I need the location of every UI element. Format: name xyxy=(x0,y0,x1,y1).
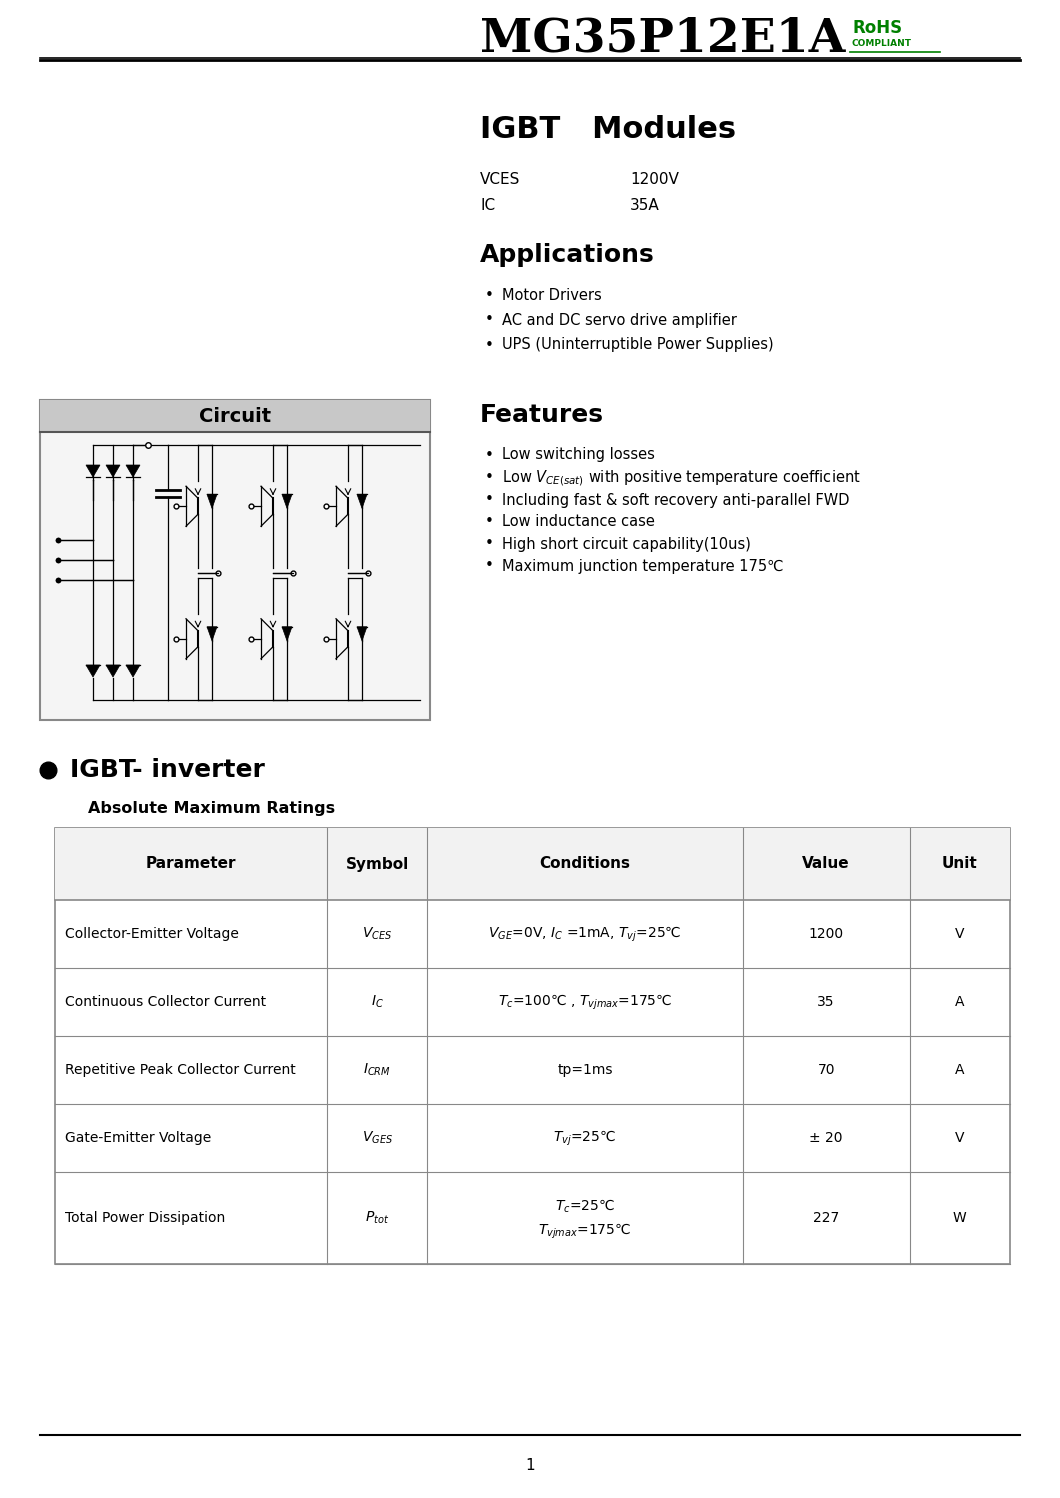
Text: Continuous Collector Current: Continuous Collector Current xyxy=(65,995,266,1010)
Polygon shape xyxy=(86,464,100,476)
Text: Absolute Maximum Ratings: Absolute Maximum Ratings xyxy=(88,800,335,815)
Text: Conditions: Conditions xyxy=(540,857,631,872)
Text: •: • xyxy=(485,514,494,529)
Text: MG35P12E1A: MG35P12E1A xyxy=(479,15,845,61)
Text: A: A xyxy=(955,1064,965,1077)
Text: •: • xyxy=(485,493,494,508)
Polygon shape xyxy=(207,626,217,641)
Bar xyxy=(55,828,1010,1264)
Polygon shape xyxy=(106,665,120,677)
Text: Low switching losses: Low switching losses xyxy=(502,448,655,463)
Text: A: A xyxy=(955,995,965,1010)
Text: $T_c$=25℃: $T_c$=25℃ xyxy=(555,1197,615,1215)
Text: Value: Value xyxy=(802,857,850,872)
Text: IGBT   Modules: IGBT Modules xyxy=(480,115,736,144)
Text: 227: 227 xyxy=(813,1210,840,1225)
Text: RoHS: RoHS xyxy=(852,19,902,37)
Text: •: • xyxy=(485,559,494,574)
Text: $I_C$: $I_C$ xyxy=(371,993,384,1010)
Text: V: V xyxy=(955,927,965,941)
Text: UPS (Uninterruptible Power Supplies): UPS (Uninterruptible Power Supplies) xyxy=(502,337,774,352)
Text: IC: IC xyxy=(480,198,495,213)
Text: IGBT- inverter: IGBT- inverter xyxy=(70,758,265,782)
Text: COMPLIANT: COMPLIANT xyxy=(852,39,912,48)
Bar xyxy=(55,828,1010,900)
Text: Gate-Emitter Voltage: Gate-Emitter Voltage xyxy=(65,1131,211,1144)
Bar xyxy=(40,400,430,721)
Text: Symbol: Symbol xyxy=(346,857,409,872)
Text: $I_{CRM}$: $I_{CRM}$ xyxy=(364,1062,391,1079)
Text: $V_{CES}$: $V_{CES}$ xyxy=(363,926,392,942)
Text: $V_{GES}$: $V_{GES}$ xyxy=(361,1129,393,1146)
Text: •: • xyxy=(485,288,494,303)
Text: Including fast & soft recovery anti-parallel FWD: Including fast & soft recovery anti-para… xyxy=(502,493,849,508)
Text: 1: 1 xyxy=(525,1458,535,1473)
Polygon shape xyxy=(282,494,292,508)
Text: 35: 35 xyxy=(817,995,835,1010)
Bar xyxy=(40,400,430,431)
Text: VCES: VCES xyxy=(480,172,520,187)
Text: High short circuit capability(10us): High short circuit capability(10us) xyxy=(502,536,750,551)
Text: •: • xyxy=(485,536,494,551)
Text: $V_{GE}$=0V, $I_C$ =1mA, $T_{vj}$=25℃: $V_{GE}$=0V, $I_C$ =1mA, $T_{vj}$=25℃ xyxy=(489,924,682,944)
Polygon shape xyxy=(106,464,120,476)
Text: $T_{vj}$=25℃: $T_{vj}$=25℃ xyxy=(553,1128,617,1147)
Text: Collector-Emitter Voltage: Collector-Emitter Voltage xyxy=(65,927,238,941)
Text: Parameter: Parameter xyxy=(146,857,236,872)
Text: •: • xyxy=(485,448,494,463)
Text: •: • xyxy=(485,337,494,352)
Polygon shape xyxy=(357,494,367,508)
Text: Low $V_{CE(sat)}$ with positive temperature coefficient: Low $V_{CE(sat)}$ with positive temperat… xyxy=(502,469,861,488)
Text: $P_{tot}$: $P_{tot}$ xyxy=(366,1210,389,1227)
Polygon shape xyxy=(126,665,140,677)
Text: 1200: 1200 xyxy=(809,927,844,941)
Polygon shape xyxy=(357,626,367,641)
Text: $T_c$=100℃ , $T_{vjmax}$=175℃: $T_c$=100℃ , $T_{vjmax}$=175℃ xyxy=(498,992,672,1011)
Text: W: W xyxy=(953,1210,967,1225)
Text: V: V xyxy=(955,1131,965,1144)
Polygon shape xyxy=(207,494,217,508)
Text: Repetitive Peak Collector Current: Repetitive Peak Collector Current xyxy=(65,1064,296,1077)
Text: Motor Drivers: Motor Drivers xyxy=(502,288,602,303)
Text: •: • xyxy=(485,470,494,485)
Text: tp=1ms: tp=1ms xyxy=(558,1064,613,1077)
Text: 70: 70 xyxy=(817,1064,835,1077)
Text: Circuit: Circuit xyxy=(199,406,271,425)
Polygon shape xyxy=(282,626,292,641)
Polygon shape xyxy=(86,665,100,677)
Polygon shape xyxy=(126,464,140,476)
Text: •: • xyxy=(485,313,494,328)
Text: Total Power Dissipation: Total Power Dissipation xyxy=(65,1210,225,1225)
Text: Features: Features xyxy=(480,403,604,427)
Text: Low inductance case: Low inductance case xyxy=(502,514,655,529)
Text: Applications: Applications xyxy=(480,243,655,267)
Text: AC and DC servo drive amplifier: AC and DC servo drive amplifier xyxy=(502,313,737,328)
Text: Unit: Unit xyxy=(942,857,977,872)
Text: $T_{vjmax}$=175℃: $T_{vjmax}$=175℃ xyxy=(538,1222,632,1242)
Text: Maximum junction temperature 175℃: Maximum junction temperature 175℃ xyxy=(502,559,783,574)
Text: 35A: 35A xyxy=(630,198,659,213)
Text: 1200V: 1200V xyxy=(630,172,678,187)
Text: ± 20: ± 20 xyxy=(810,1131,843,1144)
